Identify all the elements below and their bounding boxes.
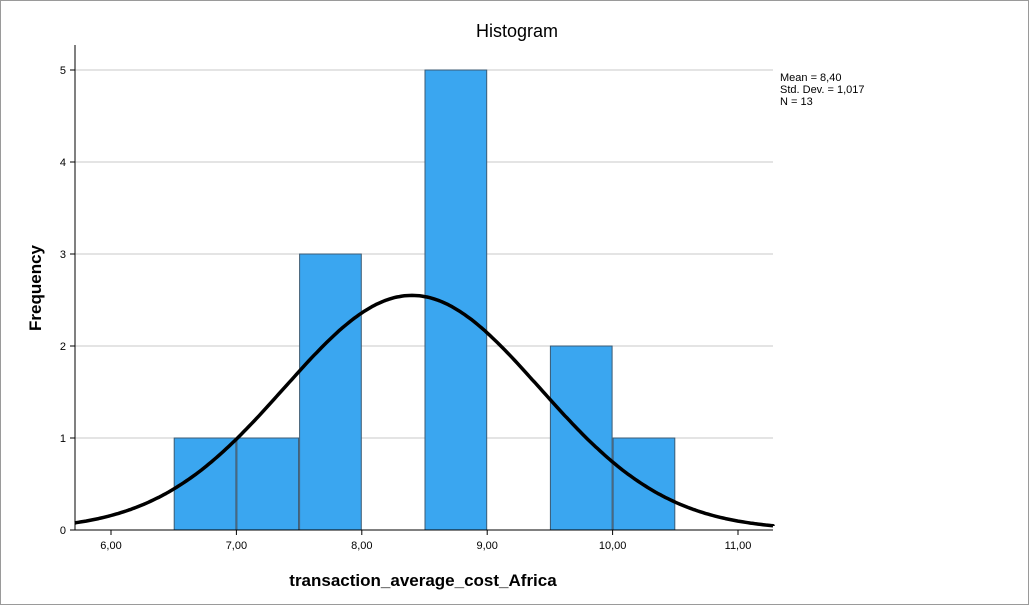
histogram-bar-1 — [236, 437, 300, 531]
normal-curve — [74, 293, 775, 528]
x-tick-label-7: 7,00 — [226, 540, 247, 552]
chart-title: Histogram — [476, 21, 558, 41]
bars — [173, 69, 676, 531]
y-tick-label-0: 0 — [60, 525, 66, 537]
x-tick-label-9: 9,00 — [476, 540, 497, 552]
x-tick-label-11: 11,00 — [725, 540, 752, 552]
y-tick-label-5: 5 — [60, 65, 66, 77]
stat-mean: Mean = 8,40 — [780, 72, 841, 84]
y-tick-label-3: 3 — [60, 249, 66, 261]
x-tick-label-6: 6,00 — [100, 540, 121, 552]
y-tick-label-4: 4 — [60, 157, 66, 169]
y-tick-label-1: 1 — [60, 433, 66, 445]
stat-std-dev: Std. Dev. = 1,017 — [780, 84, 865, 96]
x-tick-labels: 6,00 7,00 8,00 9,00 10,00 11,00 — [100, 540, 751, 552]
y-tick-labels: 0 1 2 3 4 5 — [60, 65, 66, 537]
histogram-bar-2 — [299, 253, 362, 531]
axes — [70, 45, 773, 535]
x-axis-label: transaction_average_cost_Africa — [289, 571, 557, 590]
x-tick-label-10: 10,00 — [599, 540, 627, 552]
y-tick-label-2: 2 — [60, 341, 66, 353]
histogram-bar-6 — [549, 345, 613, 531]
grid-lines — [75, 69, 773, 439]
y-axis-label: Frequency — [26, 244, 45, 331]
stat-n: N = 13 — [780, 96, 813, 108]
x-tick-label-8: 8,00 — [351, 540, 372, 552]
